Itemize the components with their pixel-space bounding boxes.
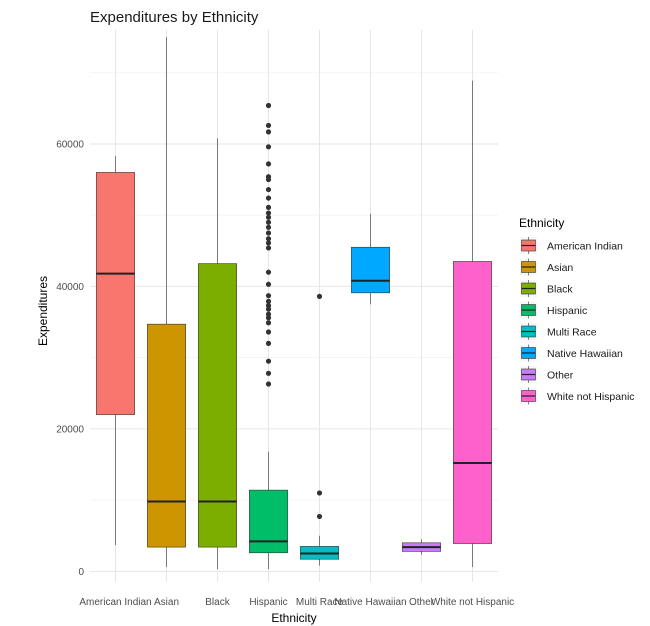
box-multi-race [300, 293, 339, 566]
outlier-point [265, 358, 272, 364]
x-tick-label: Black [205, 597, 230, 608]
legend: Ethnicity American Indian Asian Black Hispa… [519, 216, 635, 405]
outlier-point [265, 269, 272, 275]
y-tick-label: 60000 [56, 139, 84, 150]
outlier-point [265, 303, 272, 309]
outlier-point [265, 311, 272, 317]
outlier-point [265, 195, 272, 201]
outlier-point [316, 490, 323, 496]
legend-item: American Indian [520, 237, 623, 254]
box-body [453, 261, 492, 544]
outlier-point [265, 329, 272, 335]
x-tick-label: Hispanic [249, 597, 287, 608]
outlier-point [265, 129, 272, 135]
outlier-point [265, 161, 272, 167]
outlier-point [265, 240, 272, 246]
outlier-point [265, 293, 272, 299]
outlier-point [265, 315, 272, 321]
outlier-point [265, 370, 272, 376]
outlier-point [265, 281, 272, 287]
box-hispanic [249, 102, 288, 570]
outlier-point [265, 122, 272, 129]
chart-title: Expenditures by Ethnicity [90, 9, 259, 26]
legend-label: American Indian [547, 241, 623, 253]
x-axis-title: Ethnicity [271, 611, 316, 625]
legend-title: Ethnicity [519, 216, 564, 230]
outlier-point [316, 513, 323, 520]
x-tick-label: White not Hispanic [431, 597, 514, 608]
outlier-point [265, 230, 272, 236]
x-tick-label: Native Hawaiian [334, 597, 406, 608]
legend-item: Hispanic [520, 301, 587, 319]
outlier-point [316, 293, 323, 299]
outlier-point [265, 224, 272, 230]
legend-label: Multi Race [547, 327, 597, 339]
outlier-point [265, 210, 272, 216]
outlier-point [265, 219, 272, 225]
legend-item: Black [520, 280, 573, 297]
outlier-point [265, 186, 272, 193]
y-tick-label: 0 [78, 567, 84, 578]
box-asian [147, 37, 186, 568]
outlier-point [265, 144, 272, 150]
y-axis-title: Expenditures [36, 276, 50, 346]
outlier-point [265, 306, 272, 312]
box-american-indian [96, 156, 135, 545]
box-white-not-hispanic [453, 80, 492, 568]
x-tick-label: Asian [154, 597, 179, 608]
outlier-point [265, 298, 272, 304]
legend-label: Native Hawaiian [547, 348, 623, 360]
outlier-point [265, 174, 272, 180]
legend-label: White not Hispanic [547, 391, 635, 403]
legend-label: Black [547, 284, 573, 296]
legend-label: Asian [547, 262, 573, 274]
x-tick-label: American Indian [79, 597, 151, 608]
outlier-point [265, 236, 272, 242]
box-body [351, 246, 390, 294]
outlier-point [265, 214, 272, 220]
outlier-point [265, 204, 272, 210]
box-black [198, 138, 237, 570]
box-body [96, 172, 135, 415]
box-native-hawaiian [351, 213, 390, 305]
legend-label: Other [547, 370, 574, 382]
y-tick-label: 40000 [56, 282, 84, 293]
box-body [198, 263, 237, 548]
y-tick-label: 20000 [56, 424, 84, 435]
x-tick-label: Multi Race [296, 597, 344, 608]
outlier-point [265, 245, 272, 251]
boxes [96, 37, 492, 570]
legend-item: Other [520, 366, 574, 383]
legend-item: Multi Race [520, 323, 597, 340]
y-axis-ticks: 0 20000 40000 60000 [56, 139, 84, 577]
outlier-point [265, 381, 272, 387]
box-other [402, 539, 441, 555]
legend-label: Hispanic [547, 305, 587, 317]
outlier-point [265, 340, 272, 346]
box-body [147, 323, 186, 548]
outlier-point [265, 102, 272, 109]
x-axis-ticks: American Indian Asian Black Hispanic Multi R… [79, 597, 514, 608]
legend-item: Asian [520, 258, 573, 276]
legend-item: White not Hispanic [520, 387, 635, 405]
x-tick-label: Other [409, 597, 435, 608]
box-body [249, 489, 288, 554]
outlier-point [265, 320, 272, 326]
legend-item: Native Hawaiian [520, 344, 623, 362]
